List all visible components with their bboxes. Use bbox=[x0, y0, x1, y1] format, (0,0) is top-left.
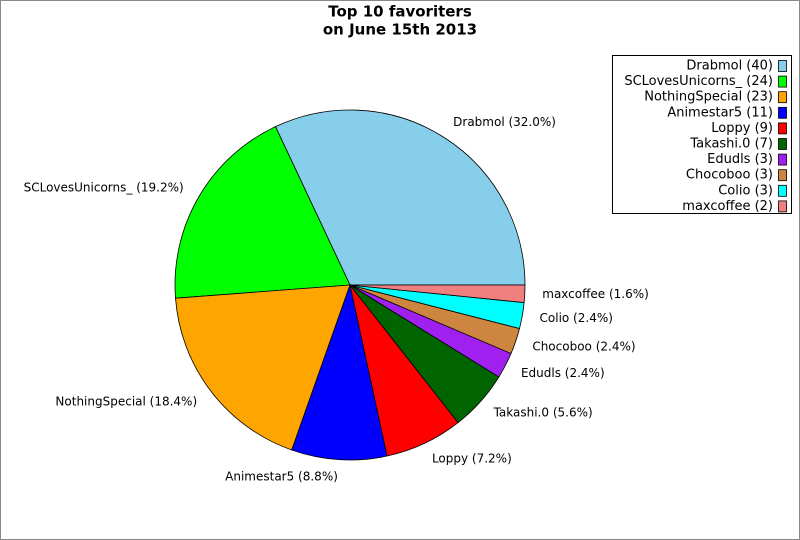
legend-swatch bbox=[778, 91, 787, 104]
legend-label: Colio (3) bbox=[718, 183, 773, 198]
chart-title: Top 10 favoriters bbox=[328, 3, 472, 21]
legend-swatch bbox=[778, 122, 787, 135]
legend-label: Loppy (9) bbox=[711, 121, 773, 136]
slice-label: SCLovesUnicorns_ (19.2%) bbox=[24, 181, 184, 195]
legend-label: Takashi.0 (7) bbox=[689, 137, 773, 152]
slice-label: Animestar5 (8.8%) bbox=[225, 470, 338, 484]
slice-label: Drabmol (32.0%) bbox=[453, 115, 556, 129]
legend-swatch bbox=[778, 138, 787, 150]
legend-swatch bbox=[778, 200, 787, 213]
legend-label: SCLovesUnicorns_ (24) bbox=[624, 74, 773, 89]
legend-label: Edudls (3) bbox=[707, 152, 773, 167]
legend-swatch bbox=[778, 75, 787, 88]
slice-label: maxcoffee (1.6%) bbox=[542, 287, 649, 301]
slice-label: NothingSpecial (18.4%) bbox=[55, 395, 197, 409]
legend-box bbox=[612, 55, 792, 214]
legend-swatch bbox=[778, 106, 787, 119]
legend-label: Drabmol (40) bbox=[686, 59, 773, 74]
legend-label: NothingSpecial (23) bbox=[644, 90, 773, 105]
legend-label: Chocoboo (3) bbox=[686, 168, 773, 183]
legend-swatch bbox=[778, 60, 787, 72]
legend-label: maxcoffee (2) bbox=[682, 199, 773, 214]
slice-label: Loppy (7.2%) bbox=[432, 452, 512, 466]
slice-label: Takashi.0 (5.6%) bbox=[493, 406, 593, 420]
slice-label: Edudls (2.4%) bbox=[521, 366, 605, 380]
pie-slice bbox=[174, 126, 351, 299]
chart-subtitle: on June 15th 2013 bbox=[323, 21, 477, 39]
slice-label: Chocoboo (2.4%) bbox=[532, 339, 635, 353]
pie-slice bbox=[291, 283, 388, 461]
pie-slice bbox=[349, 284, 526, 304]
slice-label: Colio (2.4%) bbox=[540, 311, 613, 325]
legend-swatch bbox=[778, 169, 787, 182]
pie-slice bbox=[274, 109, 526, 286]
legend-label: Animestar5 (11) bbox=[667, 105, 773, 120]
legend-swatch bbox=[778, 153, 787, 166]
pie-slice bbox=[175, 284, 351, 451]
legend-swatch bbox=[778, 184, 787, 197]
